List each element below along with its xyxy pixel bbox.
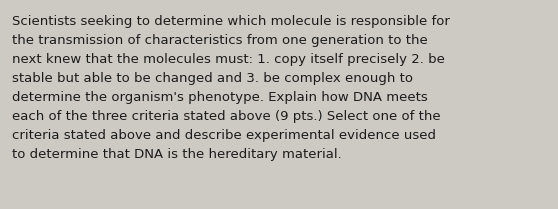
Text: Scientists seeking to determine which molecule is responsible for
the transmissi: Scientists seeking to determine which mo… — [12, 15, 450, 161]
